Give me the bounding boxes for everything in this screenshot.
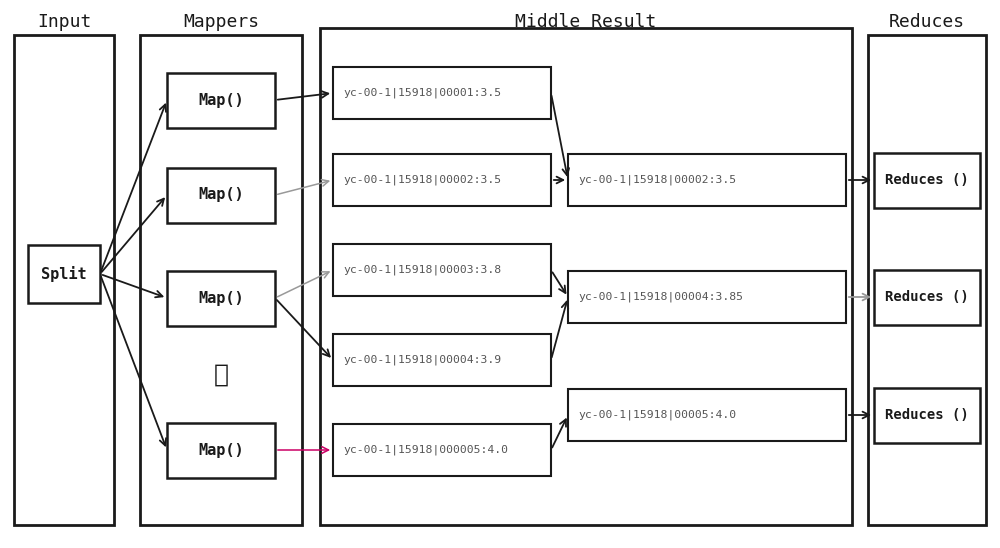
Text: Middle Result: Middle Result xyxy=(515,13,657,31)
Text: Reduces: Reduces xyxy=(889,13,965,31)
Text: Map(): Map() xyxy=(198,442,244,458)
Bar xyxy=(874,270,980,325)
Bar xyxy=(868,35,986,525)
Bar xyxy=(333,154,551,206)
Bar xyxy=(140,35,302,525)
Bar xyxy=(333,67,551,119)
Text: Input: Input xyxy=(37,13,91,31)
Bar xyxy=(568,389,846,441)
Bar xyxy=(28,245,100,303)
Text: Reduces (): Reduces () xyxy=(885,290,969,304)
Text: yc-00-1|15918|00004:3.9: yc-00-1|15918|00004:3.9 xyxy=(343,355,501,366)
Text: yc-00-1|15918|00002:3.5: yc-00-1|15918|00002:3.5 xyxy=(343,175,501,185)
Bar xyxy=(568,271,846,323)
Bar xyxy=(568,154,846,206)
Bar xyxy=(333,334,551,386)
Text: Mappers: Mappers xyxy=(183,13,259,31)
Bar xyxy=(167,73,275,128)
Text: Split: Split xyxy=(41,266,87,282)
Text: yc-00-1|15918|00005:4.0: yc-00-1|15918|00005:4.0 xyxy=(578,410,736,420)
Bar xyxy=(167,168,275,223)
Text: yc-00-1|15918|00001:3.5: yc-00-1|15918|00001:3.5 xyxy=(343,88,501,98)
Bar xyxy=(320,28,852,525)
Text: Reduces (): Reduces () xyxy=(885,408,969,422)
Bar xyxy=(874,388,980,443)
Text: yc-00-1|15918|00002:3.5: yc-00-1|15918|00002:3.5 xyxy=(578,175,736,185)
Bar xyxy=(333,424,551,476)
Bar xyxy=(167,423,275,478)
Text: yc-00-1|15918|00003:3.8: yc-00-1|15918|00003:3.8 xyxy=(343,265,501,275)
Text: yc-00-1|15918|000005:4.0: yc-00-1|15918|000005:4.0 xyxy=(343,445,508,455)
Text: ⋮: ⋮ xyxy=(214,363,228,387)
Bar xyxy=(167,271,275,326)
Text: Reduces (): Reduces () xyxy=(885,173,969,187)
Bar xyxy=(333,244,551,296)
Text: Map(): Map() xyxy=(198,290,244,305)
Bar xyxy=(874,153,980,208)
Bar xyxy=(14,35,114,525)
Text: yc-00-1|15918|00004:3.85: yc-00-1|15918|00004:3.85 xyxy=(578,292,743,302)
Text: Map(): Map() xyxy=(198,93,244,107)
Text: Map(): Map() xyxy=(198,187,244,203)
